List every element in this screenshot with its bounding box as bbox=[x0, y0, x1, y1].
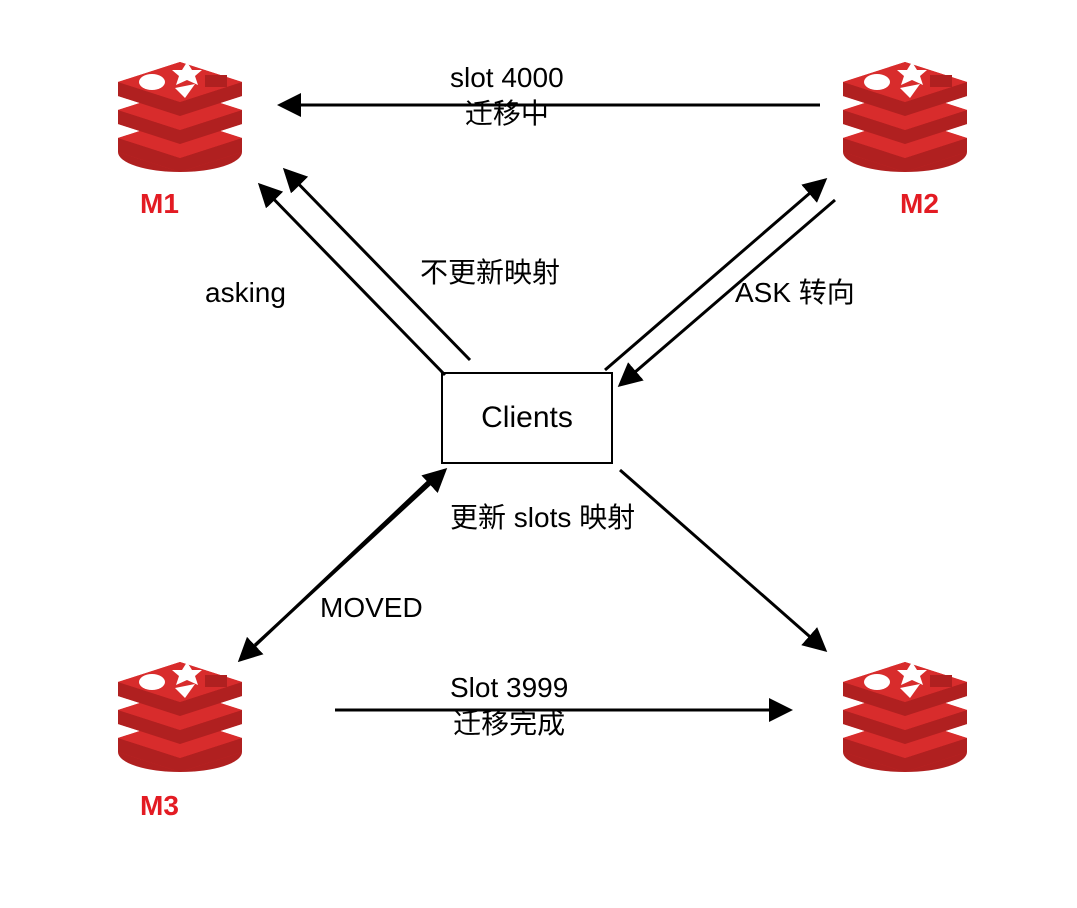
edge-label-3: ASK 转向 bbox=[735, 275, 855, 311]
edge-label-2-line1: 不更新映射 bbox=[420, 255, 560, 291]
edge-label-3-line1: ASK 转向 bbox=[735, 275, 855, 311]
edge-label-4: 更新 slots 映射 bbox=[450, 500, 635, 536]
edge-label-6-line2: 迁移完成 bbox=[450, 706, 568, 742]
arrow-clients_tl1-to-m1_br1 bbox=[260, 185, 445, 375]
edge-label-0-line2: 迁移中 bbox=[450, 96, 564, 132]
diagram-canvas: M1 M2 M3 Clients slot 4000迁移中asking不更新映射… bbox=[0, 0, 1077, 908]
edge-label-5-line1: MOVED bbox=[320, 590, 423, 626]
arrow-clients_bl2-to-m3_tr2 bbox=[240, 480, 430, 660]
edge-label-1: asking bbox=[205, 275, 286, 311]
edge-label-6: Slot 3999迁移完成 bbox=[450, 670, 568, 743]
arrow-clients_br-to-m4_tl bbox=[620, 470, 825, 650]
edge-label-0: slot 4000迁移中 bbox=[450, 60, 564, 133]
edge-label-0-line1: slot 4000 bbox=[450, 60, 564, 96]
edge-label-1-line1: asking bbox=[205, 275, 286, 311]
edge-label-6-line1: Slot 3999 bbox=[450, 670, 568, 706]
edge-label-5: MOVED bbox=[320, 590, 423, 626]
edge-label-4-line1: 更新 slots 映射 bbox=[450, 500, 635, 536]
edge-label-2: 不更新映射 bbox=[420, 255, 560, 291]
arrows-layer bbox=[0, 0, 1077, 908]
